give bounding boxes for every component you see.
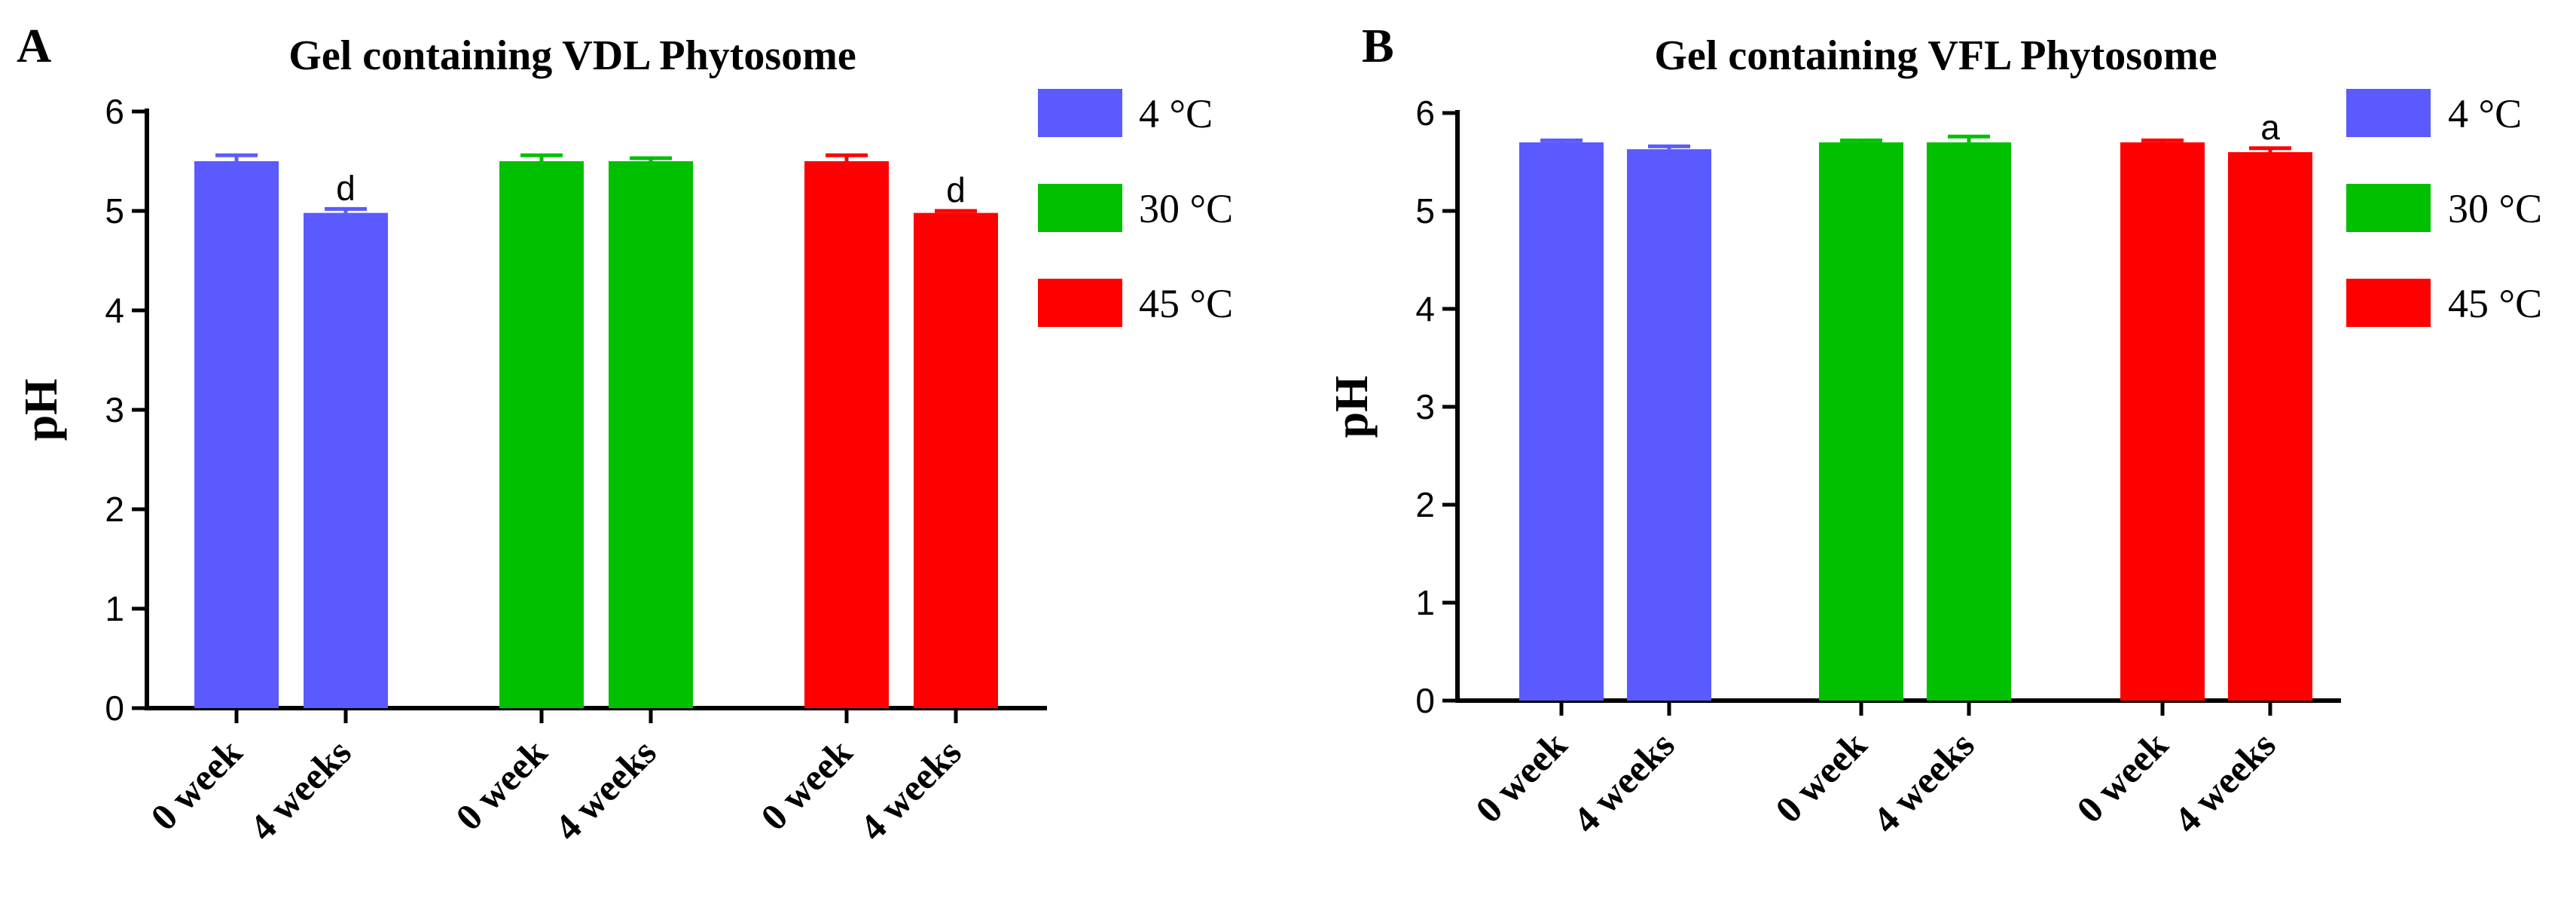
bar [2120,142,2205,701]
panel-letter: B [1362,19,1394,72]
y-tick-label: 0 [1415,681,1435,720]
x-tick-label: 4 weeks [241,731,359,848]
y-axis-label: pH [1326,376,1378,438]
x-tick-label: 0 week [752,731,860,838]
legend-swatch [2346,279,2431,327]
x-tick-label: 4 weeks [546,731,664,848]
y-tick-label: 4 [1415,289,1435,328]
x-tick-label: 4 weeks [2165,723,2283,841]
y-tick-label: 6 [1415,93,1435,133]
y-tick-label: 3 [105,390,124,429]
x-tick-label: 4 weeks [1564,723,1682,841]
chart-title: Gel containing VDL Phytosome [288,32,856,79]
significance-label: d [336,168,356,207]
bar [1819,142,1903,701]
bar [1927,142,2011,701]
bar [914,212,998,708]
bar [609,161,693,708]
legend-label: 30 °C [1139,186,1233,231]
x-tick-label: 0 week [447,731,555,838]
x-tick-label: 4 weeks [1864,723,1982,841]
y-tick-label: 2 [105,490,124,529]
bar [804,161,889,708]
y-tick-label: 1 [105,589,124,628]
legend-swatch [2346,184,2431,232]
y-tick-label: 3 [1415,387,1435,426]
x-tick-label: 4 weeks [851,731,969,848]
x-tick-label: 0 week [2068,723,2176,831]
y-axis-label: pH [16,379,67,441]
y-tick-label: 4 [105,291,124,330]
x-tick-label: 0 week [142,731,250,838]
y-tick-label: 5 [1415,191,1435,231]
y-tick-label: 0 [105,689,124,728]
x-tick-label: 0 week [1767,723,1875,831]
significance-label: a [2260,108,2280,147]
legend-swatch [1038,279,1122,327]
bar [194,161,279,708]
legend-swatch [1038,184,1122,232]
y-tick-label: 5 [105,191,124,231]
legend-swatch [2346,89,2431,137]
significance-label: d [946,170,966,209]
bar [2228,152,2312,701]
y-tick-label: 6 [105,92,124,131]
legend-label: 4 °C [1139,91,1213,136]
legend-swatch [1038,89,1122,137]
y-tick-label: 2 [1415,485,1435,524]
legend-label: 30 °C [2448,186,2542,231]
chart-panel-a: A Gel containing VDL Phytosome pH 0 1 2 3 4 5 6 0 … [16,19,1233,849]
legend-label: 45 °C [1139,281,1233,326]
y-tick-label: 1 [1415,583,1435,622]
chart-title: Gel containing VFL Phytosome [1654,32,2217,79]
bar [1627,149,1711,701]
bar [499,161,584,708]
chart-panel-b: B Gel containing VFL Phytosome pH 0 1 2 3 4 5 6 0 … [1326,19,2542,841]
panel-letter: A [17,19,51,72]
legend-label: 4 °C [2448,91,2522,136]
bar [304,212,388,708]
legend-label: 45 °C [2448,281,2542,326]
bar [1519,142,1604,701]
x-tick-label: 0 week [1467,723,1575,831]
